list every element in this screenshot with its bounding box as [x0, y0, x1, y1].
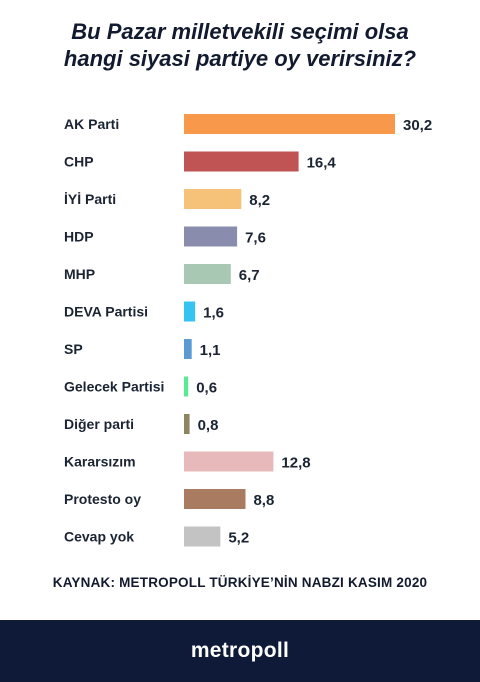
category-label-deva-partisi: DEVA Partisi: [64, 304, 148, 320]
category-label-i-yi-parti: İYİ Parti: [64, 191, 116, 207]
bar-i-yi-parti: [184, 189, 242, 209]
value-label-di-er-parti: 0,8: [198, 417, 219, 434]
value-label-hdp: 7,6: [245, 230, 266, 247]
category-label-gelecek-partisi: Gelecek Partisi: [64, 379, 164, 395]
bar-chp: [184, 151, 299, 172]
bar-deva-partisi: [184, 301, 196, 322]
source-note: KAYNAK: METROPOLL TÜRKİYE’NİN NABZI KASI…: [52, 575, 428, 590]
value-label-deva-partisi: 1,6: [203, 305, 224, 322]
bar-ak-parti: [184, 114, 395, 134]
category-label-mhp: MHP: [64, 266, 95, 282]
bar-chart: AK Parti 30,2 CHP 16,4 İYİ Parti 8,2 HDP 7,6 MHP…: [64, 114, 432, 547]
chart-title: Bu Pazar milletvekili seçimi olsa hangi …: [0, 18, 480, 72]
value-label-sp: 1,1: [200, 342, 221, 359]
bar-hdp: [184, 226, 238, 247]
bar-gelecek-partisi: [184, 376, 189, 397]
bar-protesto-oy: [184, 489, 246, 509]
title-line-1: Bu Pazar milletvekili seçimi olsa: [71, 19, 409, 44]
brand-logo: metropoll: [190, 639, 290, 662]
category-label-cevap-yok: Cevap yok: [64, 529, 134, 545]
category-label-ak-parti: AK Parti: [64, 116, 119, 132]
value-label-ak-parti: 30,2: [403, 117, 432, 134]
category-label-protesto-oy: Protesto oy: [64, 491, 141, 507]
value-label-cevap-yok: 5,2: [228, 530, 249, 547]
category-label-di-er-parti: Diğer parti: [64, 416, 134, 432]
bar-sp: [184, 339, 192, 359]
value-label-i-yi-parti: 8,2: [249, 192, 270, 209]
bar-karars-z-m: [184, 451, 274, 472]
value-label-protesto-oy: 8,8: [253, 492, 274, 509]
category-label-karars-z-m: Kararsızım: [64, 454, 136, 470]
bar-cevap-yok: [184, 526, 221, 547]
category-label-chp: CHP: [64, 154, 94, 170]
value-label-mhp: 6,7: [239, 267, 260, 284]
category-label-hdp: HDP: [64, 229, 94, 245]
bar-di-er-parti: [184, 414, 190, 434]
footer-bar: metropoll: [0, 620, 480, 682]
value-label-karars-z-m: 12,8: [281, 455, 310, 472]
value-label-chp: 16,4: [307, 155, 337, 172]
bar-mhp: [184, 264, 231, 284]
title-line-2: hangi siyasi partiye oy verirsiniz?: [63, 46, 417, 71]
category-label-sp: SP: [64, 341, 83, 357]
value-label-gelecek-partisi: 0,6: [196, 380, 217, 397]
